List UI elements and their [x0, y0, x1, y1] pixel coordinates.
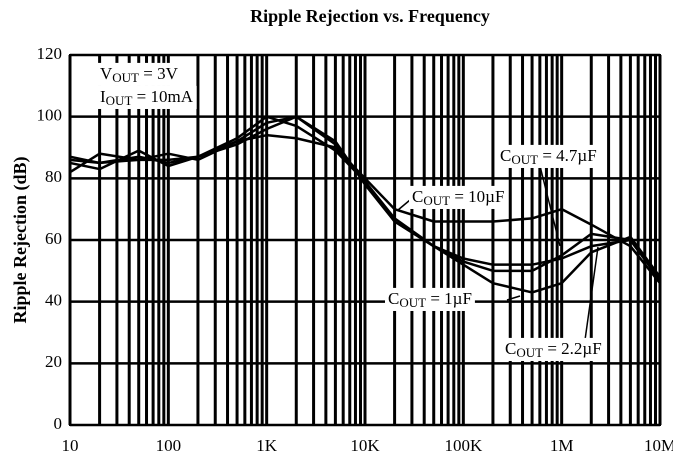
x-tick-label: 10K — [350, 436, 380, 455]
label-part: C — [412, 187, 423, 206]
label-part: = 10mA — [132, 87, 193, 106]
label-sub: OUT — [399, 295, 426, 310]
y-tick-label: 100 — [37, 106, 63, 125]
x-tick-label: 10 — [62, 436, 79, 455]
annotation-text: COUT = 4.7µF — [500, 146, 597, 167]
x-tick-label: 100 — [156, 436, 182, 455]
annotation: COUT = 1µF — [385, 287, 475, 311]
y-tick-label: 0 — [54, 414, 63, 433]
label-sub: OUT — [516, 345, 543, 360]
pointer — [397, 199, 411, 211]
annotation: VOUT = 3V — [97, 62, 182, 86]
label-sub: OUT — [511, 152, 538, 167]
x-tick-label: 1K — [256, 436, 278, 455]
label-part: = 10µF — [450, 187, 504, 206]
x-tick-label: 10M — [644, 436, 673, 455]
label-sub: OUT — [423, 193, 450, 208]
label-part: C — [500, 146, 511, 165]
label-background — [497, 144, 600, 168]
annotation: COUT = 2.2µF — [502, 337, 605, 361]
label-background — [97, 62, 182, 86]
x-tick-label: 1M — [550, 436, 574, 455]
label-part: I — [100, 87, 106, 106]
label-background — [409, 185, 508, 209]
y-tick-label: 40 — [45, 291, 62, 310]
label-part: C — [505, 339, 516, 358]
y-axis-label: Ripple Rejection (dB) — [10, 157, 31, 324]
label-sub: OUT — [112, 70, 139, 85]
y-tick-label: 80 — [45, 167, 62, 186]
series-line — [69, 115, 662, 281]
series-line — [69, 115, 662, 294]
x-tick-label: 100K — [444, 436, 483, 455]
pointer — [584, 246, 599, 341]
annotation-text: COUT = 2.2µF — [505, 339, 602, 360]
pointer — [539, 165, 561, 247]
label-part: V — [100, 64, 113, 83]
label-background — [385, 287, 475, 311]
label-part: = 1µF — [426, 289, 472, 308]
pointer — [506, 295, 521, 301]
label-background — [97, 85, 197, 109]
annotation-text: COUT = 10µF — [412, 187, 504, 208]
annotation: COUT = 10µF — [409, 185, 508, 209]
label-background — [502, 337, 605, 361]
annotation: IOUT = 10mA — [97, 85, 197, 109]
annotation: COUT = 4.7µF — [497, 144, 600, 168]
label-part: = 3V — [139, 64, 179, 83]
label-sub: OUT — [106, 93, 133, 108]
chart-title: Ripple Rejection vs. Frequency — [250, 6, 490, 26]
y-tick-label: 120 — [37, 44, 63, 63]
annotation-text: IOUT = 10mA — [100, 87, 194, 108]
label-part: C — [388, 289, 399, 308]
label-part: = 2.2µF — [543, 339, 602, 358]
annotation-text: COUT = 1µF — [388, 289, 472, 310]
label-part: = 4.7µF — [538, 146, 597, 165]
annotation-text: VOUT = 3V — [100, 64, 179, 85]
y-tick-label: 60 — [45, 229, 62, 248]
series-line — [69, 133, 661, 284]
y-tick-label: 20 — [45, 352, 62, 371]
